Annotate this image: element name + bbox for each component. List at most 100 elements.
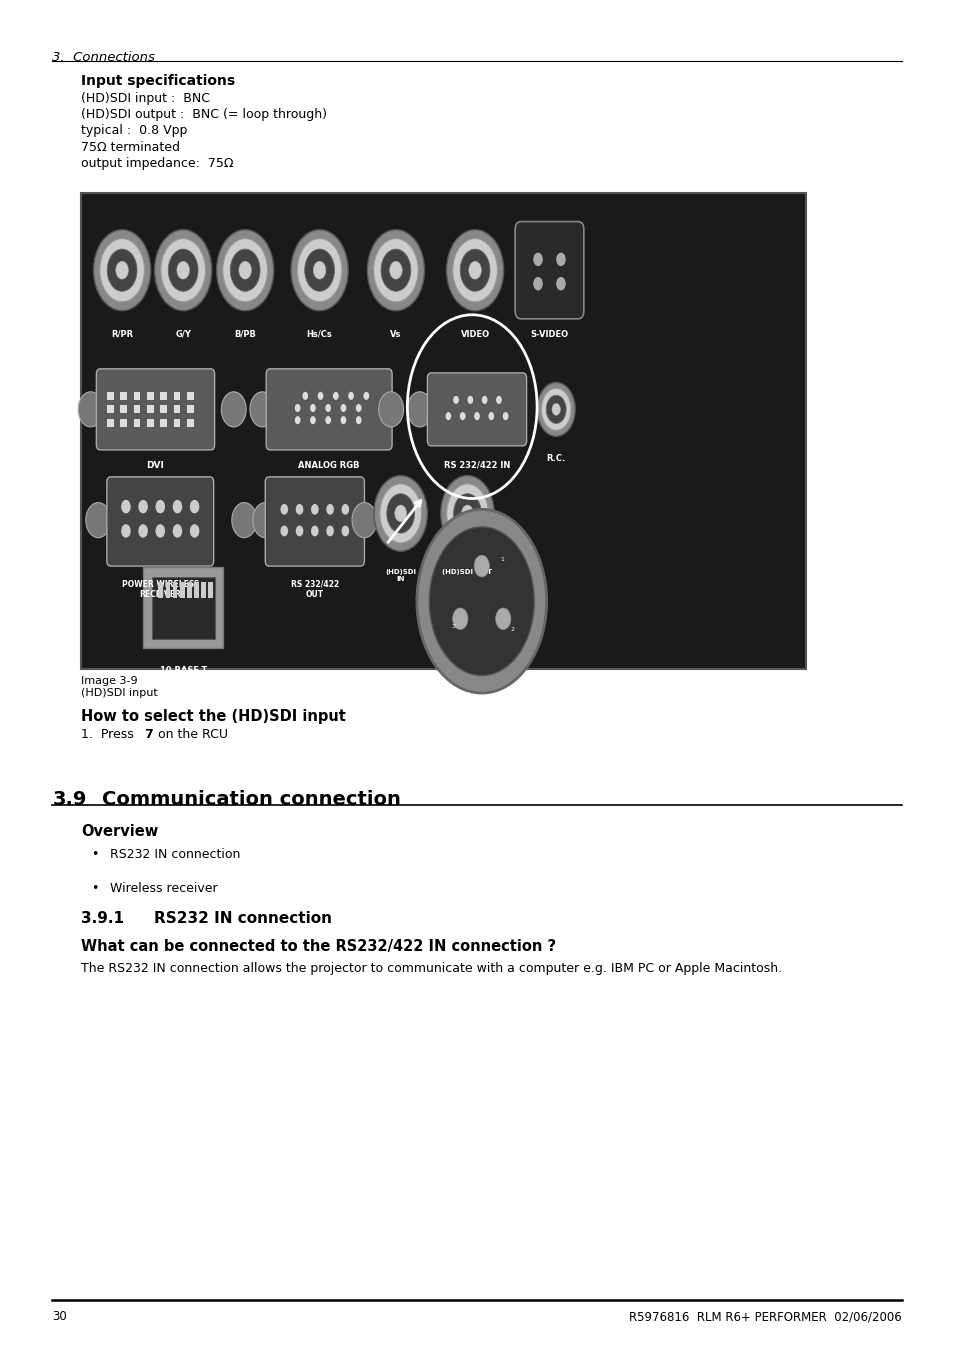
Circle shape: [380, 249, 411, 292]
Text: on the RCU: on the RCU: [153, 728, 228, 742]
Bar: [160, 419, 167, 427]
Bar: [158, 582, 163, 598]
Circle shape: [93, 230, 151, 311]
Circle shape: [294, 404, 300, 412]
Circle shape: [304, 249, 335, 292]
Circle shape: [280, 504, 288, 515]
Text: RS 232/422
OUT: RS 232/422 OUT: [291, 580, 338, 598]
Text: 30: 30: [52, 1310, 67, 1324]
Circle shape: [190, 500, 199, 513]
Circle shape: [107, 249, 137, 292]
Bar: [187, 392, 193, 400]
Bar: [107, 392, 113, 400]
Circle shape: [378, 392, 403, 427]
Circle shape: [502, 412, 508, 420]
Circle shape: [333, 392, 338, 400]
Circle shape: [121, 524, 131, 538]
Text: 3: 3: [451, 624, 455, 630]
Circle shape: [155, 500, 165, 513]
Circle shape: [461, 505, 473, 521]
Circle shape: [488, 412, 494, 420]
Circle shape: [115, 261, 129, 280]
Bar: [133, 392, 140, 400]
Circle shape: [407, 392, 432, 427]
Bar: [120, 419, 127, 427]
Circle shape: [325, 416, 331, 424]
Circle shape: [552, 404, 559, 415]
Circle shape: [216, 230, 274, 311]
Text: What can be connected to the RS232/422 IN connection ?: What can be connected to the RS232/422 I…: [81, 939, 556, 954]
Circle shape: [223, 239, 267, 301]
Circle shape: [453, 396, 458, 404]
Text: •: •: [91, 882, 98, 896]
Bar: [201, 582, 206, 598]
Circle shape: [86, 503, 111, 538]
Circle shape: [311, 504, 318, 515]
Bar: [173, 419, 180, 427]
Circle shape: [416, 509, 546, 693]
Circle shape: [395, 505, 406, 521]
Text: (HD)SDI
IN: (HD)SDI IN: [385, 569, 416, 582]
Circle shape: [533, 253, 542, 266]
Circle shape: [325, 404, 331, 412]
Circle shape: [161, 239, 205, 301]
Text: (HD)SDI output :  BNC (= loop through): (HD)SDI output : BNC (= loop through): [81, 108, 327, 122]
Circle shape: [230, 249, 260, 292]
Circle shape: [340, 416, 346, 424]
Circle shape: [172, 524, 182, 538]
Bar: [172, 582, 177, 598]
Circle shape: [389, 261, 402, 280]
Bar: [160, 405, 167, 413]
Circle shape: [121, 500, 131, 513]
Circle shape: [481, 396, 487, 404]
Circle shape: [176, 261, 190, 280]
Bar: [133, 405, 140, 413]
Text: output impedance:  75Ω: output impedance: 75Ω: [81, 157, 233, 170]
Text: R.C.: R.C.: [546, 454, 565, 463]
Text: B/PB: B/PB: [234, 330, 255, 339]
Circle shape: [374, 239, 417, 301]
Text: 75Ω terminated: 75Ω terminated: [81, 141, 180, 154]
Circle shape: [533, 277, 542, 290]
Text: VIDEO: VIDEO: [460, 330, 489, 339]
Bar: [147, 405, 153, 413]
Text: How to select the (HD)SDI input: How to select the (HD)SDI input: [81, 709, 346, 724]
Bar: [160, 392, 167, 400]
Circle shape: [445, 412, 451, 420]
FancyBboxPatch shape: [427, 373, 526, 446]
Circle shape: [250, 392, 274, 427]
Circle shape: [496, 608, 511, 630]
Circle shape: [291, 230, 348, 311]
Text: •: •: [91, 848, 98, 862]
Circle shape: [429, 527, 534, 676]
Circle shape: [459, 249, 490, 292]
Circle shape: [294, 416, 300, 424]
Circle shape: [348, 392, 354, 400]
Text: The RS232 IN connection allows the projector to communicate with a computer e.g.: The RS232 IN connection allows the proje…: [81, 962, 781, 975]
Text: TWO WAY
HARDWIRED REMOTE: TWO WAY HARDWIRED REMOTE: [436, 723, 527, 742]
Text: Hs/Cs: Hs/Cs: [307, 330, 332, 339]
Circle shape: [311, 526, 318, 536]
Text: typical :  0.8 Vpp: typical : 0.8 Vpp: [81, 124, 188, 138]
Text: G/Y: G/Y: [175, 330, 191, 339]
Circle shape: [556, 277, 565, 290]
Text: 1.  Press: 1. Press: [81, 728, 137, 742]
Circle shape: [452, 608, 467, 630]
Circle shape: [78, 392, 103, 427]
FancyBboxPatch shape: [143, 567, 223, 648]
Text: (HD)SDI input: (HD)SDI input: [81, 688, 157, 697]
Circle shape: [496, 396, 501, 404]
Circle shape: [280, 526, 288, 536]
Circle shape: [326, 504, 334, 515]
Text: 2: 2: [510, 627, 514, 632]
Text: Input specifications: Input specifications: [81, 74, 235, 88]
Circle shape: [363, 392, 369, 400]
Circle shape: [190, 524, 199, 538]
Text: DVI: DVI: [147, 461, 164, 470]
Text: S-VIDEO: S-VIDEO: [530, 330, 568, 339]
Circle shape: [446, 230, 503, 311]
Circle shape: [467, 396, 473, 404]
Circle shape: [367, 230, 424, 311]
Bar: [187, 405, 193, 413]
Circle shape: [253, 503, 277, 538]
